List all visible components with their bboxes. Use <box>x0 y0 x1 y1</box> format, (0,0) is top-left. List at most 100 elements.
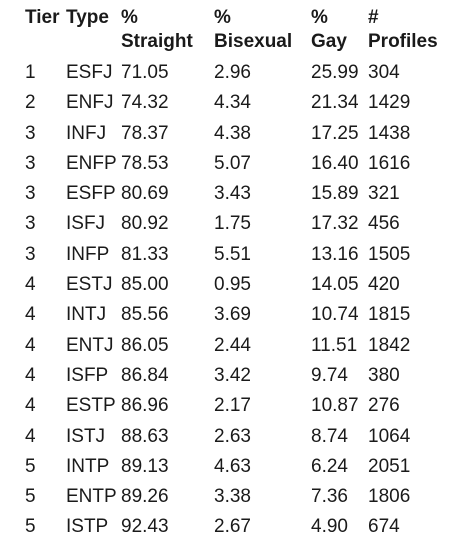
cell-profiles: 1815 <box>368 304 411 326</box>
cell-straight: 86.84 <box>121 364 169 386</box>
header-bisexual-symbol: % <box>214 7 231 28</box>
cell-gay: 11.51 <box>311 334 358 356</box>
cell-straight: 89.26 <box>121 486 169 508</box>
cell-profiles: 1842 <box>368 334 411 356</box>
cell-tier: 4 <box>25 334 36 356</box>
cell-tier: 4 <box>25 395 36 417</box>
cell-type: ENFP <box>66 152 117 174</box>
cell-profiles: 1505 <box>368 243 411 265</box>
cell-straight: 78.53 <box>121 152 169 174</box>
cell-bisexual: 3.42 <box>214 364 251 386</box>
cell-profiles: 1616 <box>368 152 411 174</box>
cell-profiles: 1806 <box>368 486 411 508</box>
cell-tier: 5 <box>25 486 36 508</box>
table-body: 1 ESFJ 71.05 2.96 25.99 304 2 ENFJ 74.32 4.34 21.3… <box>0 58 474 543</box>
table-row: 4 INTJ 85.56 3.69 10.74 1815 <box>0 300 474 330</box>
cell-bisexual: 3.43 <box>214 183 251 205</box>
cell-gay: 4.90 <box>311 516 348 538</box>
cell-profiles: 1429 <box>368 92 411 114</box>
cell-gay: 13.16 <box>311 243 359 265</box>
cell-type: ISFP <box>66 364 109 386</box>
cell-tier: 4 <box>25 364 36 386</box>
cell-type: ISTP <box>66 516 109 538</box>
table-row: 4 ENTJ 86.05 2.44 11.51 1842 <box>0 331 474 361</box>
cell-bisexual: 4.38 <box>214 122 251 144</box>
header-gay-symbol: % <box>311 7 328 28</box>
cell-gay: 15.89 <box>311 183 359 205</box>
cell-tier: 3 <box>25 122 36 144</box>
cell-tier: 4 <box>25 274 36 296</box>
cell-bisexual: 0.95 <box>214 274 251 296</box>
cell-straight: 92.43 <box>121 516 169 538</box>
cell-type: ESFP <box>66 183 116 205</box>
cell-profiles: 304 <box>368 62 400 83</box>
table-row: 4 ISFP 86.84 3.42 9.74 380 <box>0 361 474 391</box>
table-row: 1 ESFJ 71.05 2.96 25.99 304 <box>0 58 474 88</box>
cell-type: ESTP <box>66 395 116 417</box>
header-gay: Gay <box>311 31 347 52</box>
cell-straight: 89.13 <box>121 455 169 477</box>
cell-bisexual: 2.96 <box>214 62 251 83</box>
cell-bisexual: 2.44 <box>214 334 251 356</box>
cell-profiles: 2051 <box>368 455 411 477</box>
cell-bisexual: 3.38 <box>214 486 251 508</box>
cell-tier: 4 <box>25 304 36 326</box>
cell-type: ENTJ <box>66 334 114 356</box>
cell-tier: 5 <box>25 455 36 477</box>
cell-straight: 78.37 <box>121 122 169 144</box>
cell-profiles: 420 <box>368 274 400 296</box>
cell-gay: 7.36 <box>311 486 348 508</box>
cell-type: INTP <box>66 455 110 477</box>
cell-gay: 25.99 <box>311 62 359 83</box>
table-row: 3 ESFP 80.69 3.43 15.89 321 <box>0 179 474 209</box>
table-row: 3 INFJ 78.37 4.38 17.25 1438 <box>0 119 474 149</box>
header-profiles: Profiles <box>368 31 438 52</box>
cell-straight: 81.33 <box>121 243 169 265</box>
cell-straight: 88.63 <box>121 425 169 447</box>
cell-bisexual: 4.34 <box>214 92 251 114</box>
cell-straight: 85.56 <box>121 304 169 326</box>
cell-tier: 5 <box>25 516 36 538</box>
cell-bisexual: 2.17 <box>214 395 251 417</box>
cell-gay: 21.34 <box>311 92 359 114</box>
cell-straight: 86.96 <box>121 395 169 417</box>
table-header: Tier Type % Straight % Bisexual % Gay # … <box>0 6 474 56</box>
table-row: 3 ISFJ 80.92 1.75 17.32 456 <box>0 209 474 239</box>
cell-straight: 80.92 <box>121 213 169 235</box>
header-profiles-symbol: # <box>368 7 379 28</box>
cell-profiles: 380 <box>368 364 400 386</box>
table-row: 4 ESTJ 85.00 0.95 14.05 420 <box>0 270 474 300</box>
cell-straight: 86.05 <box>121 334 169 356</box>
cell-type: ISFJ <box>66 213 106 235</box>
cell-straight: 71.05 <box>121 62 169 83</box>
cell-type: ISTJ <box>66 425 106 447</box>
header-straight: Straight <box>121 31 193 52</box>
cell-bisexual: 2.67 <box>214 516 251 538</box>
cell-profiles: 456 <box>368 213 400 235</box>
cell-gay: 6.24 <box>311 455 348 477</box>
cell-tier: 2 <box>25 92 36 114</box>
cell-tier: 3 <box>25 213 36 235</box>
cell-gay: 14.05 <box>311 274 359 296</box>
cell-straight: 80.69 <box>121 183 169 205</box>
header-straight-symbol: % <box>121 7 138 28</box>
table-row: 4 ESTP 86.96 2.17 10.87 276 <box>0 391 474 421</box>
cell-gay: 8.74 <box>311 425 348 447</box>
cell-gay: 17.32 <box>311 213 359 235</box>
cell-bisexual: 2.63 <box>214 425 251 447</box>
cell-profiles: 1064 <box>368 425 411 447</box>
cell-straight: 74.32 <box>121 92 169 114</box>
header-bisexual: Bisexual <box>214 31 293 52</box>
table-row: 5 ISTP 92.43 2.67 4.90 674 <box>0 512 474 542</box>
cell-straight: 85.00 <box>121 274 169 296</box>
header-type: Type <box>66 7 109 28</box>
cell-gay: 10.87 <box>311 395 359 417</box>
cell-bisexual: 4.63 <box>214 455 251 477</box>
cell-profiles: 276 <box>368 395 400 417</box>
cell-profiles: 321 <box>368 183 400 205</box>
cell-gay: 17.25 <box>311 122 359 144</box>
header-tier: Tier <box>25 7 60 28</box>
cell-type: ENTP <box>66 486 117 508</box>
cell-tier: 3 <box>25 243 36 265</box>
cell-type: INTJ <box>66 304 107 326</box>
